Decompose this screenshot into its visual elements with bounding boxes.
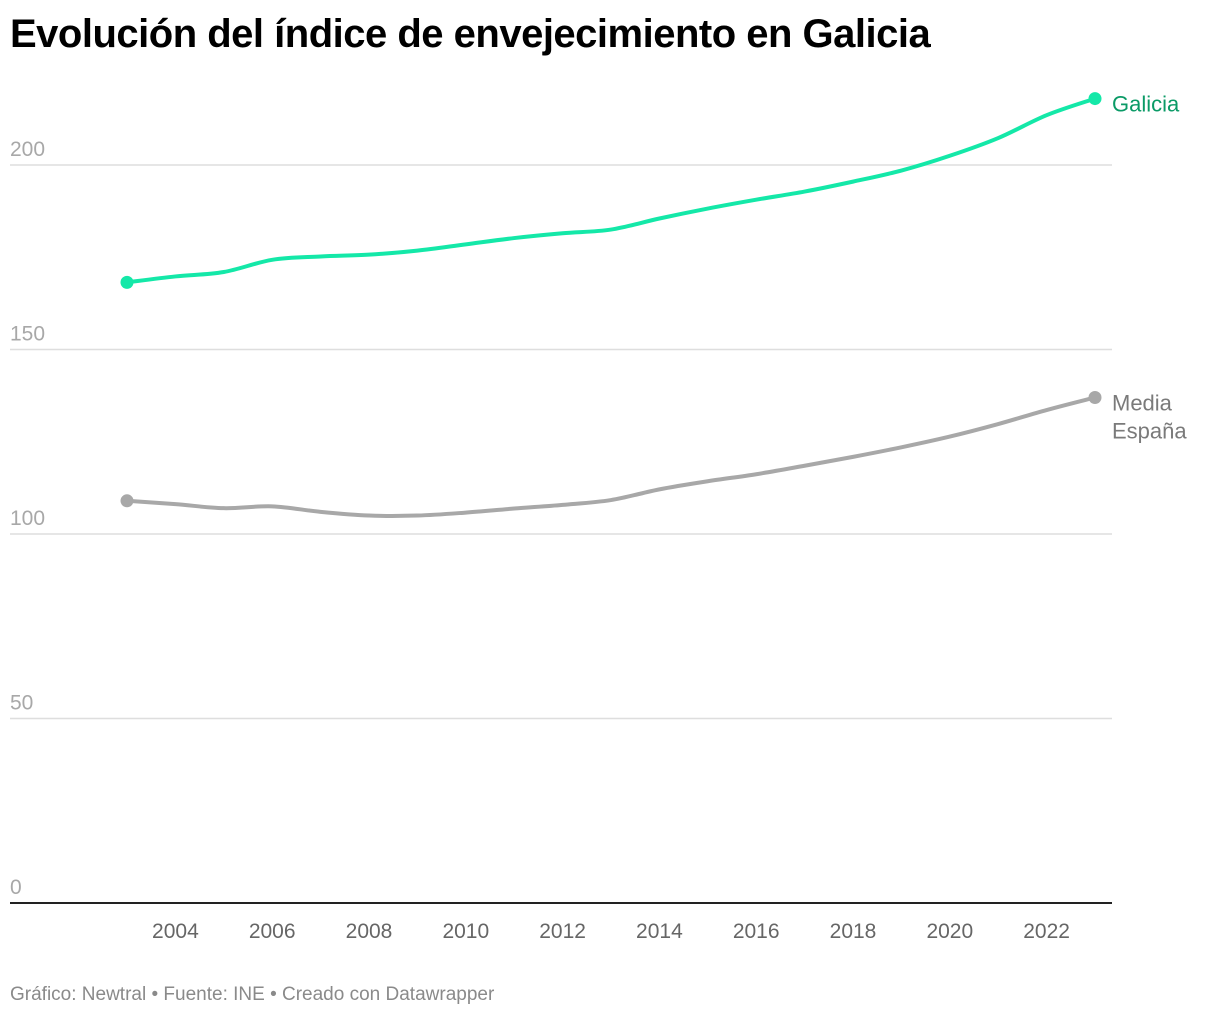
series-point-media-espa-a-end [1088, 390, 1102, 404]
chart-title: Evolución del índice de envejecimiento e… [10, 12, 931, 56]
x-tick-label: 2006 [249, 920, 296, 943]
series-point-galicia-start [120, 275, 134, 289]
series-line-media-espa-a [125, 395, 1097, 518]
x-tick-label: 2022 [1023, 920, 1070, 943]
y-tick-label: 150 [10, 323, 45, 346]
x-tick-label: 2020 [926, 920, 973, 943]
x-tick-label: 2008 [346, 920, 393, 943]
x-axis-ticks: 2004 2006 2008 2010 2012 2014 2016 2018 2020 2022 [152, 920, 1070, 943]
y-tick-label: 0 [10, 876, 22, 899]
series-lines: Galicia Media España [120, 92, 1187, 518]
y-axis-ticks: 0 50 100 150 200 [10, 138, 45, 899]
series-point-galicia-end [1088, 92, 1102, 106]
x-tick-label: 2012 [539, 920, 586, 943]
x-tick-label: 2010 [442, 920, 489, 943]
y-tick-label: 50 [10, 692, 33, 715]
series-label-galicia: Galicia [1112, 92, 1180, 117]
series-line-galicia [125, 96, 1097, 285]
line-chart: 0 50 100 150 200 2004 2006 2008 2010 2012 2014 201… [10, 92, 1187, 943]
x-tick-label: 2018 [830, 920, 877, 943]
x-tick-label: 2004 [152, 920, 199, 943]
chart-footer: Gráfico: Newtral • Fuente: INE • Creado … [10, 984, 495, 1005]
series-point-media-espa-a-start [120, 494, 134, 508]
y-tick-label: 100 [10, 507, 45, 530]
x-tick-label: 2016 [733, 920, 780, 943]
y-tick-label: 200 [10, 138, 45, 161]
series-label-media-espa-a: Media España [1112, 390, 1187, 443]
gridlines [10, 164, 1112, 720]
x-tick-label: 2014 [636, 920, 683, 943]
